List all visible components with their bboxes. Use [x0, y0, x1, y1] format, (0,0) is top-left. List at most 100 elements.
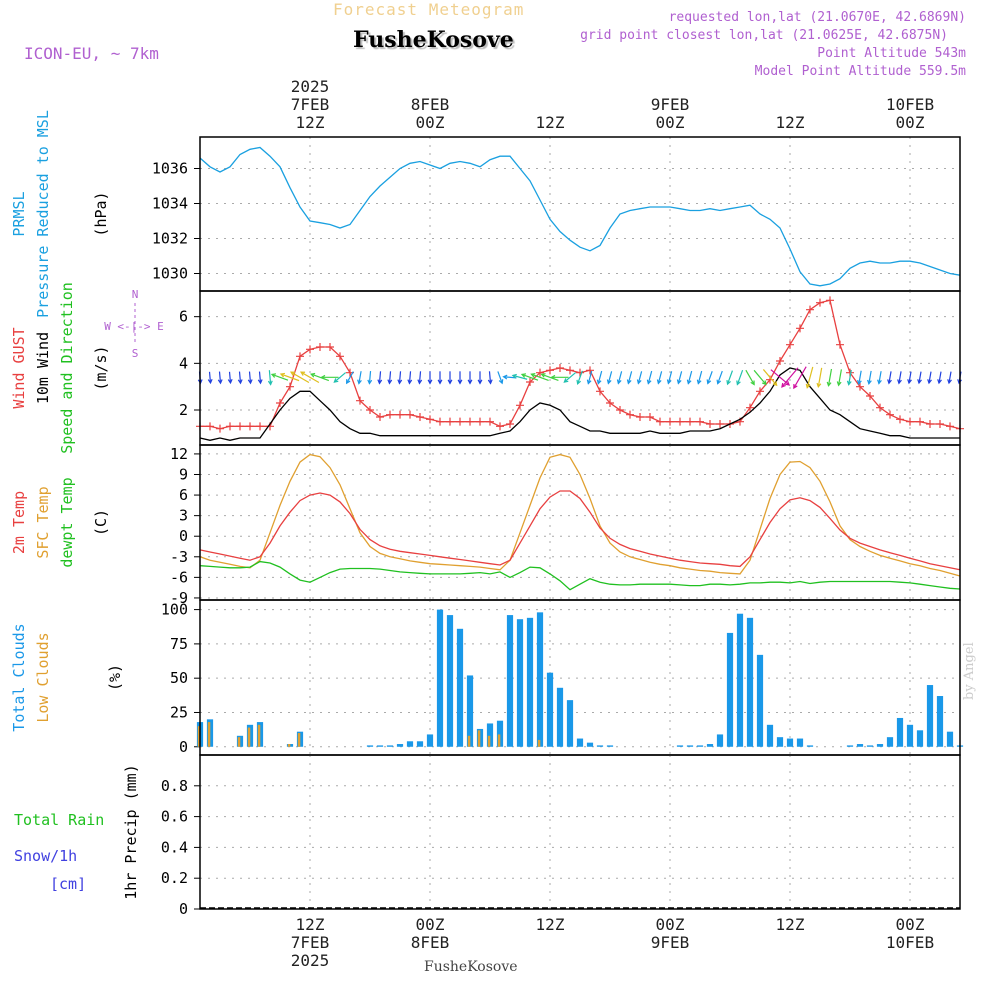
panel-3-series-0-bar-23: [426, 734, 434, 747]
top-time-label-3-0: 9FEB: [651, 95, 690, 114]
panel-1-series-0-point-29: [486, 417, 494, 426]
wind-arrow-shaft-29: [488, 371, 492, 384]
panel-3-series-0-bar-29: [486, 723, 494, 747]
panel-1-series-0-point-39: [586, 366, 594, 375]
panel-1-series-0-point-20: [396, 410, 404, 419]
panel-1-series-0-point-68: [876, 403, 884, 412]
panel-1-ytick-label-2: 6: [179, 308, 188, 326]
model-altitude: Model Point Altitude 559.5m: [754, 64, 966, 79]
wind-arrow-68: [877, 371, 882, 385]
panel-4-label-rain: Total Rain: [14, 811, 104, 829]
point-altitude: Point Altitude 543m: [817, 46, 966, 61]
panel-4-ytick-label-0: 0: [179, 900, 188, 918]
panel-1-series-0-point-23: [426, 415, 434, 424]
wind-arrow-75: [947, 371, 952, 385]
panel-3-series-0-bar-19: [386, 745, 394, 747]
wind-arrow-shaft-68: [878, 371, 882, 384]
panel-3-series-0-bar-72: [916, 730, 924, 747]
wind-arrow-head-54: [736, 380, 741, 386]
wind-arrow-shaft-47: [667, 371, 673, 384]
wind-arrow-head-73: [927, 379, 932, 385]
bottom-time-label-5-0: 00Z: [896, 915, 925, 934]
panel-1-label-1: 10m Wind: [34, 332, 52, 404]
wind-arrow-21: [407, 371, 413, 385]
wind-arrow-head-7: [267, 380, 273, 386]
wind-arrow-shaft-73: [928, 371, 932, 384]
wind-arrow-shaft-49: [687, 370, 693, 384]
panel-0-label-1: Pressure Reduced to MSL: [34, 110, 52, 318]
panel-1-series-0-point-17: [366, 406, 374, 414]
wind-arrow-shaft-67: [868, 370, 872, 384]
panel-1-series-0-point-58: [776, 357, 784, 365]
wind-arrow-shaft-3: [228, 371, 232, 383]
wind-arrow-31: [502, 374, 517, 380]
panel-3-series-0-bar-69: [886, 737, 894, 747]
panel-1-series-0-point-25: [446, 417, 454, 426]
wind-arrow-head-36: [550, 374, 556, 380]
panel-1-ytick-label-1: 4: [179, 354, 188, 372]
wind-arrow-shaft-74: [938, 371, 942, 384]
panel-3-series-0-bar-24: [436, 609, 444, 747]
top-time-label-0-0: 2025: [291, 77, 330, 96]
wind-arrow-head-11: [299, 371, 306, 376]
wind-arrow-shaft-22: [418, 371, 422, 384]
top-time-label-1-0: 8FEB: [411, 95, 450, 114]
wind-arrow-29: [487, 371, 493, 385]
bottom-time-label-1-0: 00Z: [416, 915, 445, 934]
panel-1-series-0-point-46: [656, 417, 664, 426]
panel-1-series-0-point-27: [466, 417, 474, 426]
wind-arrow-10: [289, 371, 310, 384]
wind-arrow-shaft-20: [398, 371, 402, 384]
wind-arrow-head-35: [540, 373, 546, 378]
wind-arrow-18: [377, 371, 383, 385]
wind-arrow-shaft-18: [378, 371, 382, 384]
panel-1: 2 4 6 Wind GUST 10m Wind Speed and Direction (…: [10, 282, 964, 454]
wind-arrow-shaft-42: [617, 371, 623, 384]
wind-arrow-head-43: [626, 379, 632, 385]
panel-1-series-0-point-67: [866, 392, 874, 400]
panel-2-ylabel: (C): [92, 509, 110, 536]
panel-1-series-0-point-73: [926, 420, 934, 428]
wind-arrow-head-9: [279, 372, 286, 378]
top-time-label-1-1: 00Z: [416, 113, 445, 132]
wind-arrow-shaft-44: [637, 371, 643, 384]
panel-1-series-0-point-51: [706, 420, 714, 428]
panel-3-ylabel: (%): [106, 664, 124, 691]
panel-3-series-0-bar-60: [796, 738, 804, 747]
wind-arrow-shaft-40: [597, 370, 603, 384]
wind-arrow-head-34: [530, 373, 536, 378]
panel-1-series-0-point-56: [756, 387, 764, 396]
panel-3-ytick-label-4: 100: [161, 601, 188, 619]
panel-3-ytick-label-3: 75: [170, 635, 188, 653]
panel-3-series-0-bar-67: [866, 745, 874, 747]
wind-arrow-40: [596, 370, 603, 385]
wind-arrow-head-74: [937, 379, 942, 385]
wind-arrow-47: [666, 371, 673, 385]
wind-arrow-head-55: [750, 380, 755, 386]
panel-2-ytick-label-3: 0: [179, 527, 188, 545]
panel-2-ytick-label-2: -3: [170, 548, 188, 566]
wind-arrow-37: [563, 372, 577, 383]
wind-arrow-head-32: [511, 373, 517, 379]
panel-1-series-0-point-35: [546, 366, 554, 375]
panel-1-series-0-point-48: [676, 417, 684, 426]
panel-0-series-0-line: [199, 146, 961, 287]
wind-arrow-shaft-65: [848, 369, 852, 385]
wind-arrow-46: [656, 371, 663, 385]
panel-1-series-0-point-34: [536, 368, 544, 377]
wind-arrow-shaft-34: [531, 373, 549, 382]
panel-1-series-0-point-33: [526, 378, 534, 386]
panel-2-ytick-label-6: 9: [179, 465, 188, 483]
wind-arrow-head-24: [437, 379, 443, 385]
panel-3-series-0-bar-66: [856, 744, 864, 747]
panel-1-series-0-point-60: [796, 324, 804, 333]
wind-arrow-shaft-32: [512, 374, 528, 380]
compass-west-east: W <-|-> E: [104, 320, 164, 333]
wind-arrow-shaft-43: [627, 371, 633, 384]
closest-coords: grid point closest lon,lat (21.0625E, 42…: [580, 28, 948, 43]
top-time-label-5-1: 00Z: [896, 113, 925, 132]
wind-arrow-30: [497, 371, 504, 385]
wind-arrow-head-46: [656, 379, 662, 385]
wind-arrow-head-4: [237, 379, 243, 385]
panel-1-series-0-point-37: [566, 366, 574, 375]
